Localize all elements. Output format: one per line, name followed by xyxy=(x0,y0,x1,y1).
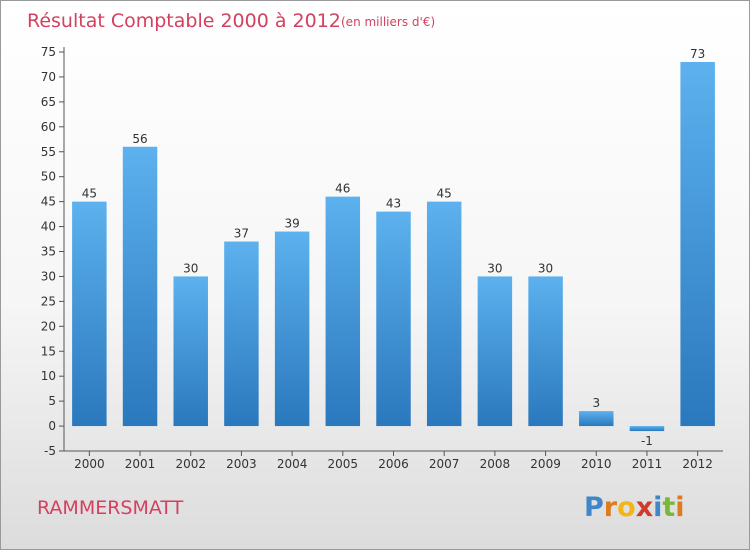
y-tick-label: 5 xyxy=(48,394,56,408)
data-label-2003: 37 xyxy=(234,227,249,241)
bar-2006 xyxy=(376,211,411,427)
y-tick-label: 20 xyxy=(41,319,56,333)
logo-letter: x xyxy=(636,492,653,523)
x-tick-label: 2010 xyxy=(581,457,612,471)
x-tick-label: 2005 xyxy=(328,457,359,471)
data-labels: 45 56 30 37 39 46 43 45 30 30 3 -1 73 xyxy=(82,47,706,448)
data-label-2010: 3 xyxy=(592,396,600,410)
x-tick-label: 2004 xyxy=(277,457,308,471)
bar-2001 xyxy=(122,146,158,427)
y-tick-label: 45 xyxy=(41,195,56,209)
y-tick-label: 65 xyxy=(41,95,56,109)
y-tick-label: 60 xyxy=(41,120,56,134)
x-tick-label: 2009 xyxy=(530,457,561,471)
data-label-2012: 73 xyxy=(690,47,705,61)
data-label-2002: 30 xyxy=(183,261,198,275)
bars-group xyxy=(72,61,715,432)
x-tick-label: 2007 xyxy=(429,457,460,471)
bar-2008 xyxy=(477,276,513,427)
data-label-2006: 43 xyxy=(386,197,401,211)
data-label-2009: 30 xyxy=(538,261,553,275)
x-tick-label: 2006 xyxy=(378,457,409,471)
data-label-2001: 56 xyxy=(132,132,147,146)
y-tick-label: 35 xyxy=(41,245,56,259)
x-tick-label: 2012 xyxy=(682,457,713,471)
bar-2009 xyxy=(528,276,563,427)
x-tick-label: 2001 xyxy=(125,457,156,471)
bar-2002 xyxy=(173,276,208,427)
y-tick-label: 70 xyxy=(41,70,56,84)
data-label-2007: 45 xyxy=(437,187,452,201)
data-label-2000: 45 xyxy=(82,187,97,201)
x-tick-label: 2011 xyxy=(632,457,663,471)
y-tick-label: 75 xyxy=(41,45,56,59)
logo-letter: o xyxy=(617,492,636,523)
logo-letter: i xyxy=(653,492,662,523)
y-tick-label: -5 xyxy=(44,444,56,458)
bar-2004 xyxy=(274,231,310,427)
bar-2011 xyxy=(629,426,665,432)
y-tick-label: 40 xyxy=(41,220,56,234)
x-tick-label: 2000 xyxy=(74,457,105,471)
logo-letter: r xyxy=(604,492,618,523)
data-label-2008: 30 xyxy=(487,261,502,275)
x-tick-label: 2003 xyxy=(226,457,257,471)
bar-2012 xyxy=(680,61,715,427)
y-tick-label: 25 xyxy=(41,294,56,308)
bar-2005 xyxy=(325,196,361,427)
logo-letter: P xyxy=(584,492,604,523)
x-tick-label: 2002 xyxy=(175,457,206,471)
bar-2007 xyxy=(426,201,462,427)
y-axis-ticks: -5 0 5 10 15 20 25 30 35 40 45 50 55 60 65 70 75 xyxy=(41,45,64,458)
chart-title: Résultat Comptable 2000 à 2012 xyxy=(27,10,341,32)
data-label-2011: -1 xyxy=(641,434,653,448)
y-tick-label: 15 xyxy=(41,344,56,358)
logo-letter: t xyxy=(662,492,675,523)
y-tick-label: 55 xyxy=(41,145,56,159)
bar-2010 xyxy=(579,411,614,427)
x-axis-ticks: 2000 2001 2002 2003 2004 2005 2006 2007 2008 2009… xyxy=(74,451,713,471)
data-label-2005: 46 xyxy=(335,182,350,196)
y-tick-label: 30 xyxy=(41,269,56,283)
bar-2003 xyxy=(224,241,259,427)
logo-letter: i xyxy=(675,492,684,523)
data-label-2004: 39 xyxy=(284,217,299,231)
y-tick-label: 50 xyxy=(41,170,56,184)
proxiti-logo: Proxiti xyxy=(584,492,685,523)
chart-subtitle: (en milliers d'€) xyxy=(341,15,435,29)
place-name: RAMMERSMATT xyxy=(37,497,184,519)
x-tick-label: 2008 xyxy=(480,457,511,471)
bar-2000 xyxy=(72,201,107,427)
y-tick-label: 10 xyxy=(41,369,56,383)
y-tick-label: 0 xyxy=(48,419,56,433)
